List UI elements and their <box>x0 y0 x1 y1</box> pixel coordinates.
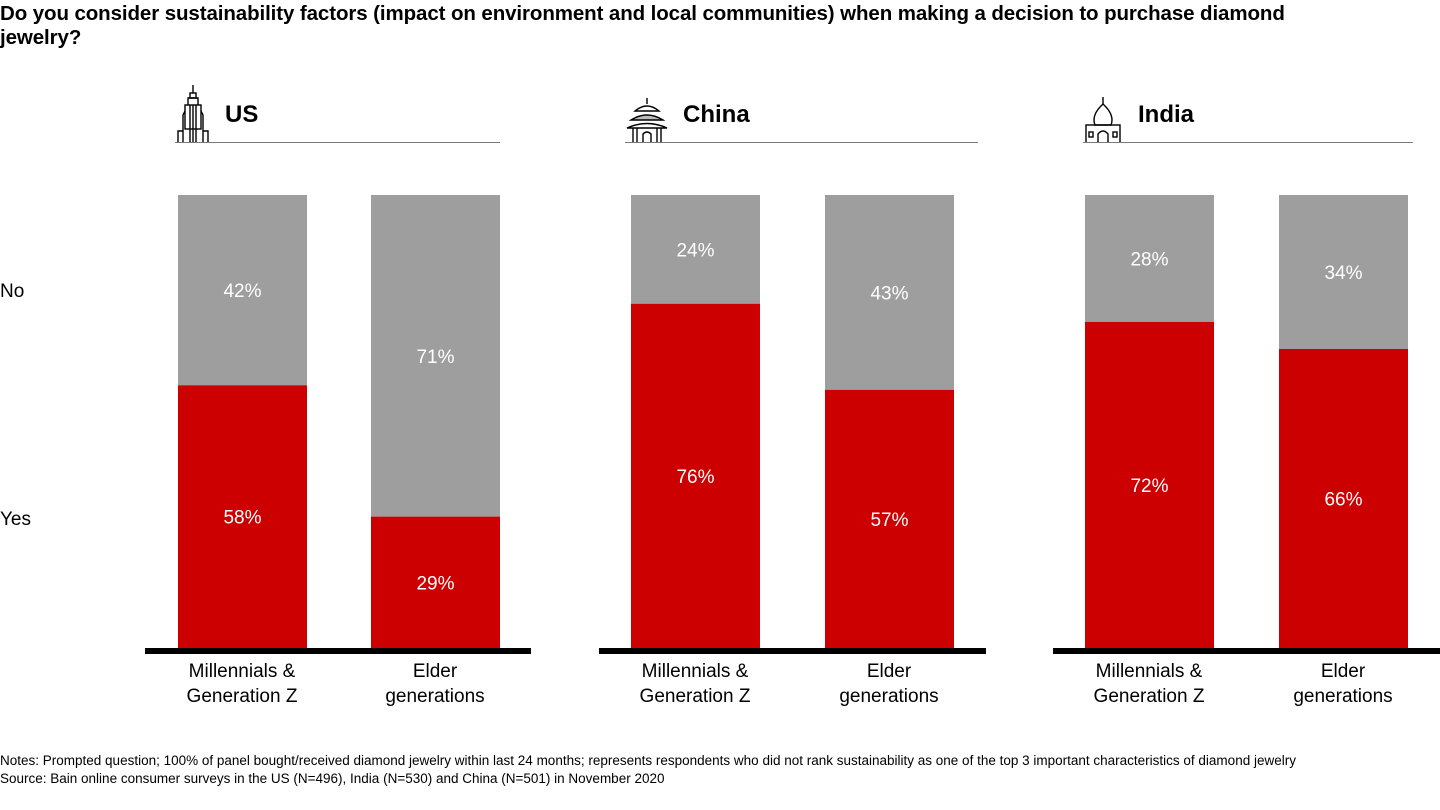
row-label-no: No <box>0 281 25 302</box>
data-label-no-us-1: 71% <box>416 347 454 368</box>
axis-line-us <box>145 648 531 654</box>
data-label-yes-us-1: 29% <box>416 573 454 594</box>
bar-no-china-0 <box>631 195 760 304</box>
panel-title-china: China <box>683 101 750 128</box>
data-label-yes-china-1: 57% <box>870 510 908 531</box>
panel-header-us: US <box>175 83 500 143</box>
bar-no-us-1 <box>371 195 500 517</box>
bar-yes-india-0 <box>1085 321 1214 648</box>
skyscraper-icon <box>177 85 209 143</box>
temple-icon <box>626 98 668 143</box>
category-label-millennials-china: Millennials & Generation Z <box>639 661 751 707</box>
panel-divider <box>175 141 500 143</box>
data-label-no-china-1: 43% <box>870 283 908 304</box>
axis-line-india <box>1053 648 1440 654</box>
panel-divider <box>1083 141 1413 143</box>
data-label-no-china-0: 24% <box>676 240 714 261</box>
source-text: Source: Bain online consumer surveys in … <box>0 770 665 786</box>
panel-divider <box>625 141 978 143</box>
data-label-yes-china-0: 76% <box>676 467 714 488</box>
axis-line-china <box>599 648 986 654</box>
panel-title-us: US <box>225 101 259 128</box>
chart-title: Do you consider sustainability factors (… <box>0 2 1285 49</box>
data-label-yes-us-0: 58% <box>223 508 261 529</box>
panel-header-india: India <box>1083 83 1413 143</box>
footnotes: Notes: Prompted question; 100% of panel … <box>0 752 1430 787</box>
bar-yes-india-1 <box>1279 349 1408 648</box>
category-label-millennials-india: Millennials & Generation Z <box>1093 661 1205 707</box>
data-label-yes-india-0: 72% <box>1130 476 1168 497</box>
category-label-elder-china: Elder generations <box>839 661 939 707</box>
bar-no-china-1 <box>825 195 954 390</box>
data-label-no-us-0: 42% <box>223 281 261 302</box>
data-label-yes-india-1: 66% <box>1324 490 1362 511</box>
data-label-no-india-1: 34% <box>1324 263 1362 284</box>
panel-header-china: China <box>625 83 978 143</box>
bar-yes-us-1 <box>371 516 500 648</box>
bar-no-us-0 <box>178 195 307 386</box>
bar-no-india-1 <box>1279 195 1408 350</box>
notes-text: Notes: Prompted question; 100% of panel … <box>0 753 1296 768</box>
bar-yes-china-0 <box>631 303 760 648</box>
bar-no-india-0 <box>1085 195 1214 322</box>
data-label-no-india-0: 28% <box>1130 249 1168 270</box>
taj-mahal-icon <box>1085 97 1121 143</box>
panel-title-india: India <box>1138 101 1195 128</box>
row-label-yes: Yes <box>0 509 31 530</box>
category-label-elder-india: Elder generations <box>1293 661 1393 707</box>
category-label-elder-us: Elder generations <box>385 661 485 707</box>
category-label-millennials-us: Millennials & Generation Z <box>186 661 298 707</box>
bar-yes-china-1 <box>825 389 954 648</box>
bar-yes-us-0 <box>178 385 307 648</box>
